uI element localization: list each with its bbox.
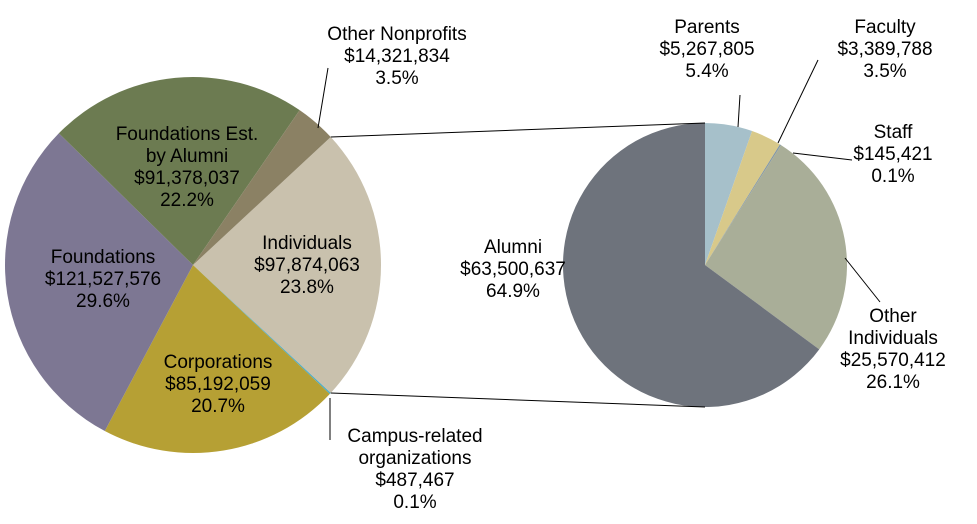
percent-label: 20.7%	[191, 396, 245, 417]
category-label: Individuals	[262, 233, 352, 254]
percent-label: 22.2%	[160, 190, 214, 211]
pie-slice	[193, 265, 331, 394]
leader-line	[330, 392, 706, 408]
value-label: $25,570,412	[840, 350, 946, 371]
pie-slice	[705, 144, 782, 265]
pie-slice	[193, 137, 381, 393]
pie-slice	[193, 110, 331, 265]
slice-label: Campus-related organizations $487,467 0.1%	[320, 426, 510, 514]
percent-label: 5.4%	[685, 61, 729, 82]
category-label: Other Individuals	[848, 306, 938, 349]
percent-label: 29.6%	[76, 291, 130, 312]
category-label: Parents	[674, 17, 740, 38]
pie-slice	[563, 123, 820, 407]
pie-slice	[5, 133, 194, 432]
value-label: $63,500,637	[460, 259, 566, 280]
percent-label: 0.1%	[871, 166, 915, 187]
leader-line	[777, 59, 819, 144]
percent-label: 26.1%	[866, 372, 920, 393]
value-label: $145,421	[853, 144, 933, 165]
percent-label: 3.5%	[375, 68, 419, 89]
category-label: Campus-related organizations	[347, 426, 483, 469]
value-label: $91,378,037	[134, 168, 240, 189]
category-label: Foundations	[50, 247, 156, 268]
slice-label: Alumni $63,500,637 64.9%	[460, 237, 566, 303]
slice-label: Individuals $97,874,063 23.8%	[254, 233, 360, 299]
value-label: $97,874,063	[254, 255, 360, 276]
leader-line	[317, 67, 329, 129]
leader-line	[330, 122, 706, 138]
pie-slice	[705, 123, 753, 265]
value-label: $14,321,834	[344, 46, 450, 67]
percent-label: 23.8%	[280, 277, 334, 298]
slice-label: Foundations Est. by Alumni $91,378,037 22.…	[112, 124, 262, 212]
percent-label: 3.5%	[863, 61, 907, 82]
slice-label: Faculty $3,389,788 3.5%	[837, 17, 932, 83]
percent-label: 0.1%	[393, 492, 437, 513]
slice-label: Staff $145,421 0.1%	[853, 122, 932, 188]
category-label: Staff	[873, 122, 913, 143]
leader-line	[792, 152, 853, 161]
percent-label: 64.9%	[486, 281, 540, 302]
pie-slice	[705, 145, 848, 350]
slice-label: Foundations $121,527,576 29.6%	[45, 247, 161, 313]
slice-label: Corporations $85,192,059 20.7%	[164, 352, 273, 418]
pie-slice	[705, 131, 780, 265]
leader-line	[737, 94, 741, 128]
value-label: $5,267,805	[659, 39, 755, 60]
value-label: $3,389,788	[837, 39, 933, 60]
value-label: $121,527,576	[44, 269, 162, 290]
leader-line	[844, 257, 881, 303]
category-label: Alumni	[483, 237, 543, 258]
slice-label: Other Individuals $25,570,412 26.1%	[828, 306, 958, 394]
category-label: Faculty	[854, 17, 916, 38]
value-label: $85,192,059	[165, 374, 271, 395]
category-label: Corporations	[163, 352, 273, 373]
category-label: Foundations Est. by Alumni	[115, 124, 259, 167]
slice-label: Parents $5,267,805 5.4%	[659, 17, 754, 83]
category-label: Other Nonprofits	[327, 24, 467, 45]
value-label: $487,467	[375, 470, 455, 491]
pie-slice	[104, 265, 330, 453]
slice-label: Other Nonprofits $14,321,834 3.5%	[327, 24, 466, 90]
pie-slice	[58, 77, 300, 265]
